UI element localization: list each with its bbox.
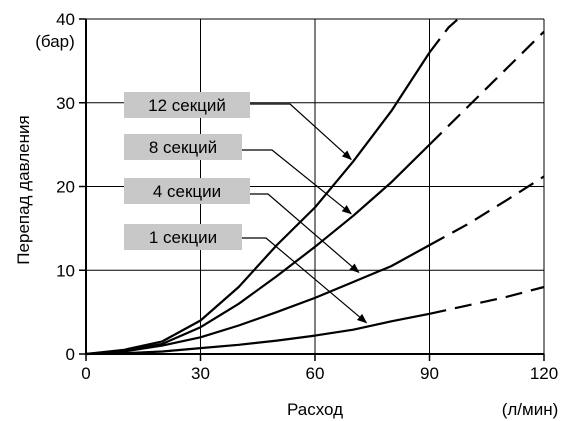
series-line-solid-1: [85, 143, 431, 356]
axes: [79, 18, 545, 361]
series-label: 4 секции: [153, 182, 221, 201]
series-label-box: [124, 224, 242, 250]
leader-arrow: [250, 193, 360, 274]
series-label: 12 секций: [148, 96, 226, 115]
series-label-box: [124, 178, 250, 204]
x-tick-label: 30: [191, 364, 210, 383]
y-tick-label: 40: [56, 10, 75, 29]
series-line-dashed-3: [429, 285, 545, 315]
series-label: 1 секции: [149, 228, 217, 247]
axis-text: (бар) Перепад давления Расход (л/мин) 0 3…: [14, 10, 558, 419]
series: [85, 18, 545, 356]
y-tick-label: 30: [56, 94, 75, 113]
series-line-dashed-1: [428, 30, 545, 146]
series-label-box: [124, 92, 250, 118]
leader-arrow: [242, 149, 352, 215]
x-axis-title: Расход: [287, 400, 343, 419]
leader-arrow: [242, 237, 368, 324]
x-tick-label: 120: [530, 364, 558, 383]
y-tick-label: 20: [56, 178, 75, 197]
series-line-dashed-2: [428, 175, 545, 247]
x-tick-label: 0: [81, 364, 90, 383]
series-line-solid-3: [85, 312, 430, 356]
series-label-box: [124, 134, 242, 160]
x-tick-label: 60: [306, 364, 325, 383]
y-tick-label: 10: [56, 261, 75, 280]
series-line-dashed-0: [428, 18, 459, 54]
x-tick-label: 90: [420, 364, 439, 383]
leader-arrow: [250, 103, 352, 161]
y-tick-label: 0: [66, 345, 75, 364]
y-unit-label: (бар): [35, 32, 75, 51]
y-axis-title: Перепад давления: [14, 115, 33, 264]
series-line-solid-2: [85, 244, 431, 356]
x-unit-label: (л/мин): [502, 400, 559, 419]
series-line-solid-0: [85, 51, 431, 356]
annotations: 12 секций 8 секций 4 секции 1 секции: [124, 92, 368, 324]
series-label: 8 секций: [149, 138, 217, 157]
